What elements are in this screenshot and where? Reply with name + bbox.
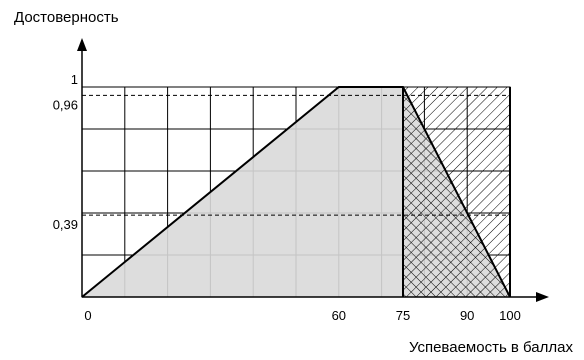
y-axis-arrow-icon <box>77 38 87 51</box>
y-axis-label: Достоверность <box>14 9 119 26</box>
reference-lines <box>82 94 510 216</box>
x-tick-label: 60 <box>332 308 346 323</box>
x-tick-label: 100 <box>499 308 521 323</box>
x-axis-arrow-icon <box>536 292 549 302</box>
chart-areas <box>81 86 511 298</box>
axes <box>77 38 549 302</box>
x-tick-label: 0 <box>84 308 91 323</box>
membership-line <box>81 86 511 298</box>
y-tick-label: 0,96 <box>53 97 78 112</box>
x-tick-label: 90 <box>460 308 474 323</box>
x-tick-label: 75 <box>396 308 410 323</box>
x-axis-label: Успеваемость в баллах <box>409 339 574 356</box>
y-tick-label: 1 <box>71 72 78 87</box>
tick-labels: 0 60 75 90 100 1 0,96 0,39 <box>53 72 521 323</box>
y-tick-label: 0,39 <box>53 217 78 232</box>
